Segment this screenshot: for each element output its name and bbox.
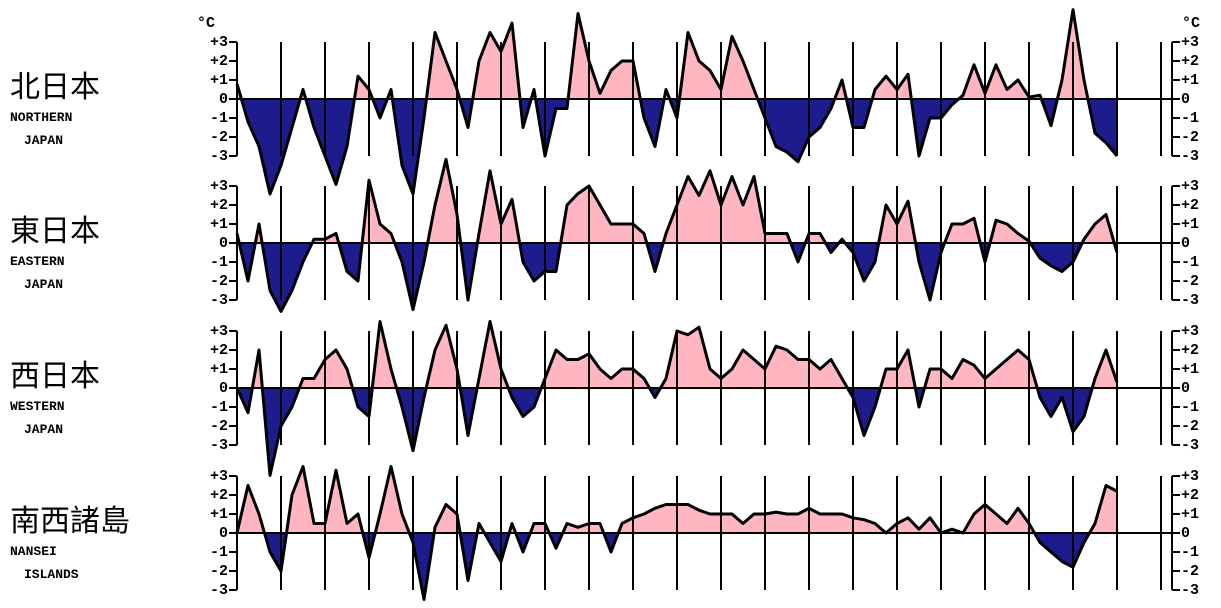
anomaly-line xyxy=(235,465,1118,601)
region-name: 北日本 xyxy=(10,70,100,105)
y-tick-label: -1 xyxy=(1181,544,1199,561)
y-tick-label: +3 xyxy=(1181,34,1199,51)
region-subtitle: JAPAN xyxy=(24,422,63,437)
y-tick-label: -2 xyxy=(1181,129,1199,146)
y-tick-label: -1 xyxy=(1181,399,1199,416)
y-tick-label: -3 xyxy=(1181,437,1199,454)
y-tick-label: +1 xyxy=(1181,216,1199,233)
y-tick-label: +2 xyxy=(1181,487,1199,504)
region-subtitle: JAPAN xyxy=(24,133,63,148)
y-tick-label: +1 xyxy=(210,506,228,523)
y-tick-label: +1 xyxy=(210,361,228,378)
y-tick-label: +3 xyxy=(210,323,228,340)
y-tick-label: -2 xyxy=(1181,563,1199,580)
y-tick-label: -2 xyxy=(210,563,228,580)
unit-label: °C xyxy=(197,15,215,32)
anomaly-line xyxy=(235,320,1119,477)
y-tick-label: +2 xyxy=(1181,342,1199,359)
y-tick-label: -1 xyxy=(210,544,228,561)
y-tick-label: +1 xyxy=(210,216,228,233)
y-tick-label: +2 xyxy=(210,487,228,504)
unit-label: °C xyxy=(1182,15,1200,32)
y-tick-label: -2 xyxy=(210,129,228,146)
y-tick-label: -1 xyxy=(1181,110,1199,127)
y-tick-label: 0 xyxy=(1181,380,1190,397)
y-tick-label: +2 xyxy=(210,342,228,359)
y-tick-label: +1 xyxy=(210,72,228,89)
y-tick-label: -2 xyxy=(210,418,228,435)
y-tick-label: +2 xyxy=(1181,197,1199,214)
y-tick-label: 0 xyxy=(1181,235,1190,252)
y-tick-label: 0 xyxy=(219,525,228,542)
y-tick-label: -1 xyxy=(1181,254,1199,271)
region-name: 東日本 xyxy=(10,214,100,249)
y-tick-label: +3 xyxy=(1181,468,1199,485)
y-tick-label: +2 xyxy=(210,53,228,70)
y-tick-label: -1 xyxy=(210,110,228,127)
y-tick-label: 0 xyxy=(1181,525,1190,542)
region-subtitle: ISLANDS xyxy=(24,567,79,582)
y-tick-label: 0 xyxy=(219,91,228,108)
y-tick-label: +1 xyxy=(1181,361,1199,378)
y-tick-label: -2 xyxy=(210,273,228,290)
y-tick-label: +3 xyxy=(210,178,228,195)
region-name: 西日本 xyxy=(10,359,100,394)
y-tick-label: -1 xyxy=(210,254,228,271)
y-tick-label: 0 xyxy=(1181,91,1190,108)
y-tick-label: +3 xyxy=(1181,178,1199,195)
region-subtitle: JAPAN xyxy=(24,277,63,292)
y-tick-label: -3 xyxy=(210,582,228,599)
y-tick-label: +1 xyxy=(1181,506,1199,523)
y-tick-label: -3 xyxy=(1181,292,1199,309)
region-name: 南西諸島 xyxy=(10,504,130,539)
y-tick-label: +2 xyxy=(1181,53,1199,70)
y-tick-label: 0 xyxy=(219,380,228,397)
y-tick-label: -3 xyxy=(210,437,228,454)
region-subtitle: EASTERN xyxy=(10,254,65,269)
y-tick-label: +2 xyxy=(210,197,228,214)
y-tick-label: +3 xyxy=(1181,323,1199,340)
y-tick-label: -3 xyxy=(210,148,228,165)
anomaly-line xyxy=(235,157,1119,313)
anomaly-line xyxy=(235,8,1119,196)
y-tick-label: -2 xyxy=(1181,418,1199,435)
region-subtitle: WESTERN xyxy=(10,399,65,414)
y-tick-label: -2 xyxy=(1181,273,1199,290)
y-tick-label: +1 xyxy=(1181,72,1199,89)
y-tick-label: -3 xyxy=(1181,148,1199,165)
y-tick-label: -3 xyxy=(210,292,228,309)
y-tick-label: +3 xyxy=(210,34,228,51)
y-tick-label: -3 xyxy=(1181,582,1199,599)
y-tick-label: -1 xyxy=(210,399,228,416)
y-tick-label: 0 xyxy=(219,235,228,252)
region-subtitle: NORTHERN xyxy=(10,110,72,125)
y-tick-label: +3 xyxy=(210,468,228,485)
region-subtitle: NANSEI xyxy=(10,544,57,559)
